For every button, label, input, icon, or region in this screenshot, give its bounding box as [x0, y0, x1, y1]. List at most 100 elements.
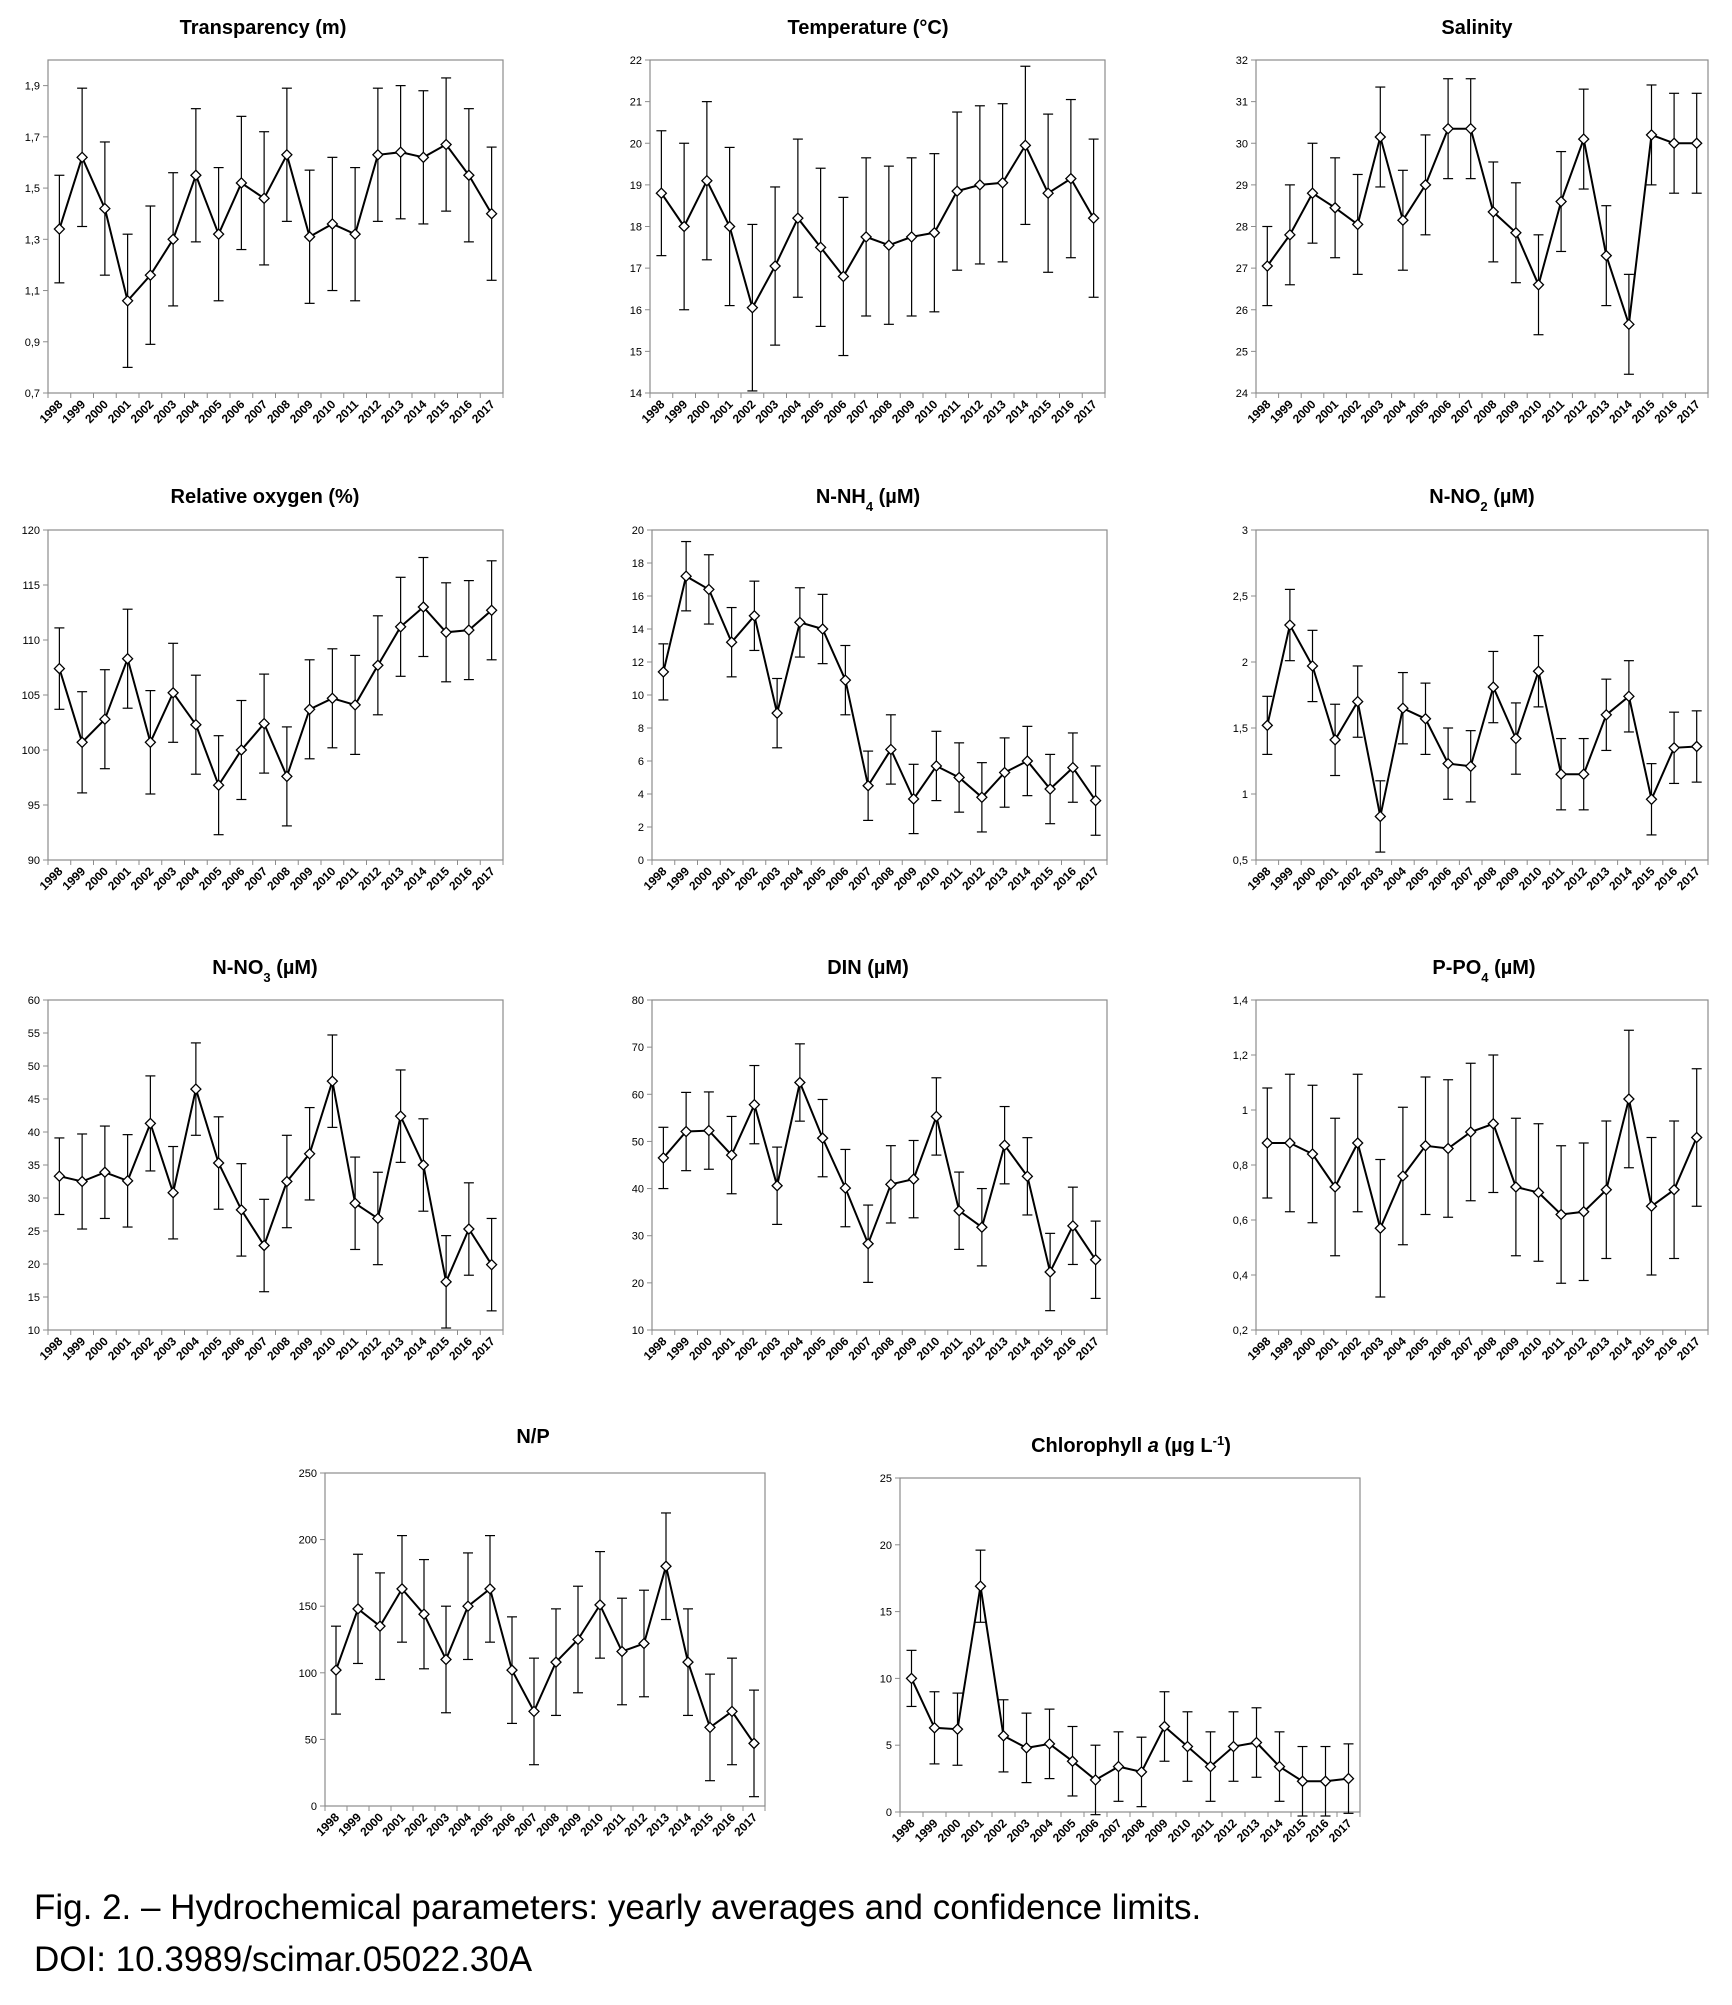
x-tick-label: 2010 — [310, 397, 339, 426]
data-point — [98, 713, 111, 726]
data-point — [1227, 1740, 1240, 1753]
y-tick-label: 10 — [632, 1325, 644, 1337]
data-point — [144, 1117, 157, 1130]
data-point — [1181, 1740, 1194, 1753]
data-point — [905, 1672, 918, 1685]
data-point — [76, 1175, 89, 1188]
y-tick-label: 1,5 — [25, 183, 40, 195]
chart-title: P-PO4 (µM) — [1432, 957, 1535, 985]
data-point — [1442, 1142, 1455, 1155]
x-tick-label: 2013 — [378, 864, 407, 893]
x-tick-label: 2000 — [686, 864, 715, 893]
x-tick-label: 2006 — [1073, 1816, 1102, 1845]
x-tick-label: 1999 — [661, 397, 690, 426]
y-tick-label: 20 — [880, 1540, 892, 1552]
x-tick-label: 2015 — [1629, 397, 1658, 426]
y-tick-label: 20 — [632, 525, 644, 537]
y-tick-label: 0,7 — [25, 388, 40, 400]
x-tick-label: 2010 — [1516, 397, 1545, 426]
y-tick-label: 45 — [28, 1094, 40, 1106]
x-tick-label: 2015 — [1629, 864, 1658, 893]
x-tick-label: 2009 — [891, 1334, 920, 1363]
y-tick-label: 20 — [632, 1278, 644, 1290]
y-tick-label: 8 — [638, 723, 644, 735]
data-point — [1690, 740, 1703, 753]
x-tick-label: 2010 — [1516, 1334, 1545, 1363]
data-point — [167, 233, 180, 246]
x-tick-label: 2016 — [446, 397, 475, 426]
y-tick-label: 35 — [28, 1160, 40, 1172]
y-tick-label: 32 — [1236, 55, 1248, 67]
data-point — [1622, 690, 1635, 703]
data-point — [303, 1147, 316, 1160]
x-tick-label: 2017 — [469, 397, 498, 426]
x-tick-label: 2013 — [982, 1334, 1011, 1363]
y-tick-label: 16 — [630, 305, 642, 317]
data-point — [1668, 741, 1681, 754]
data-point — [189, 718, 202, 731]
x-tick-label: 2004 — [1380, 864, 1409, 893]
x-tick-label: 2007 — [843, 397, 872, 426]
x-tick-label: 2001 — [1312, 397, 1341, 426]
data-point — [816, 623, 829, 635]
chart-title: DIN (µM) — [827, 957, 909, 979]
data-point — [975, 791, 988, 804]
data-point — [1044, 1266, 1057, 1278]
x-tick-label: 2001 — [709, 864, 738, 893]
y-tick-label: 0,8 — [1233, 1160, 1248, 1172]
data-point — [485, 1258, 498, 1271]
data-point — [837, 270, 850, 283]
x-tick-label: 2013 — [1234, 1816, 1263, 1845]
data-point — [440, 138, 453, 151]
data-point — [1374, 1222, 1387, 1235]
data-point — [1555, 1208, 1568, 1221]
y-tick-label: 50 — [632, 1136, 644, 1148]
data-point — [928, 226, 941, 239]
data-point — [1135, 1766, 1148, 1778]
data-point — [1351, 1137, 1364, 1149]
data-point — [1273, 1760, 1286, 1773]
x-tick-label: 2012 — [621, 1810, 650, 1839]
chart-title: N/P — [516, 1426, 549, 1448]
plot-frame — [47, 529, 504, 861]
x-tick-label: 2015 — [1629, 1334, 1658, 1363]
data-point — [1351, 218, 1364, 231]
y-tick-label: 20 — [28, 1259, 40, 1271]
x-tick-label: 2000 — [82, 864, 111, 893]
x-tick-label: 2004 — [775, 397, 804, 426]
x-tick-label: 2003 — [1358, 1334, 1387, 1363]
series-line — [58, 143, 493, 303]
x-tick-label: 2012 — [1211, 1816, 1240, 1845]
x-tick-label: 2016 — [1651, 1334, 1680, 1363]
y-tick-label: 250 — [299, 1468, 317, 1480]
x-tick-label: 1998 — [37, 1334, 66, 1363]
data-point — [678, 220, 691, 233]
data-point — [951, 1723, 964, 1736]
data-point — [462, 1223, 475, 1235]
x-tick-label: 2016 — [709, 1810, 738, 1839]
x-tick-label: 2015 — [423, 397, 452, 426]
data-point — [349, 698, 362, 711]
x-tick-label: 2007 — [1096, 1816, 1125, 1845]
x-tick-label: 2014 — [665, 1810, 694, 1839]
x-tick-label: 2002 — [401, 1810, 430, 1839]
x-tick-label: 2004 — [173, 864, 202, 893]
data-point — [907, 1173, 920, 1186]
data-point — [884, 1178, 897, 1191]
chart-panel-n-no2: N-NO2 (µM)0,511,522,53199819992000200120… — [1233, 486, 1709, 893]
y-tick-label: 70 — [632, 1042, 644, 1054]
data-point — [725, 1149, 738, 1162]
x-tick-label: 2006 — [1425, 864, 1454, 893]
y-tick-label: 25 — [28, 1226, 40, 1238]
data-point — [1374, 131, 1387, 143]
data-point — [1419, 1139, 1432, 1152]
data-point — [839, 1182, 852, 1195]
plot-frame — [1255, 999, 1709, 1331]
x-tick-label: 2013 — [1584, 1334, 1613, 1363]
data-point — [1066, 1755, 1079, 1768]
x-tick-label: 2012 — [957, 397, 986, 426]
data-point — [1396, 1170, 1409, 1182]
x-tick-label: 2015 — [687, 1810, 716, 1839]
x-tick-label: 2017 — [469, 1334, 498, 1363]
x-tick-label: 1998 — [37, 397, 66, 426]
